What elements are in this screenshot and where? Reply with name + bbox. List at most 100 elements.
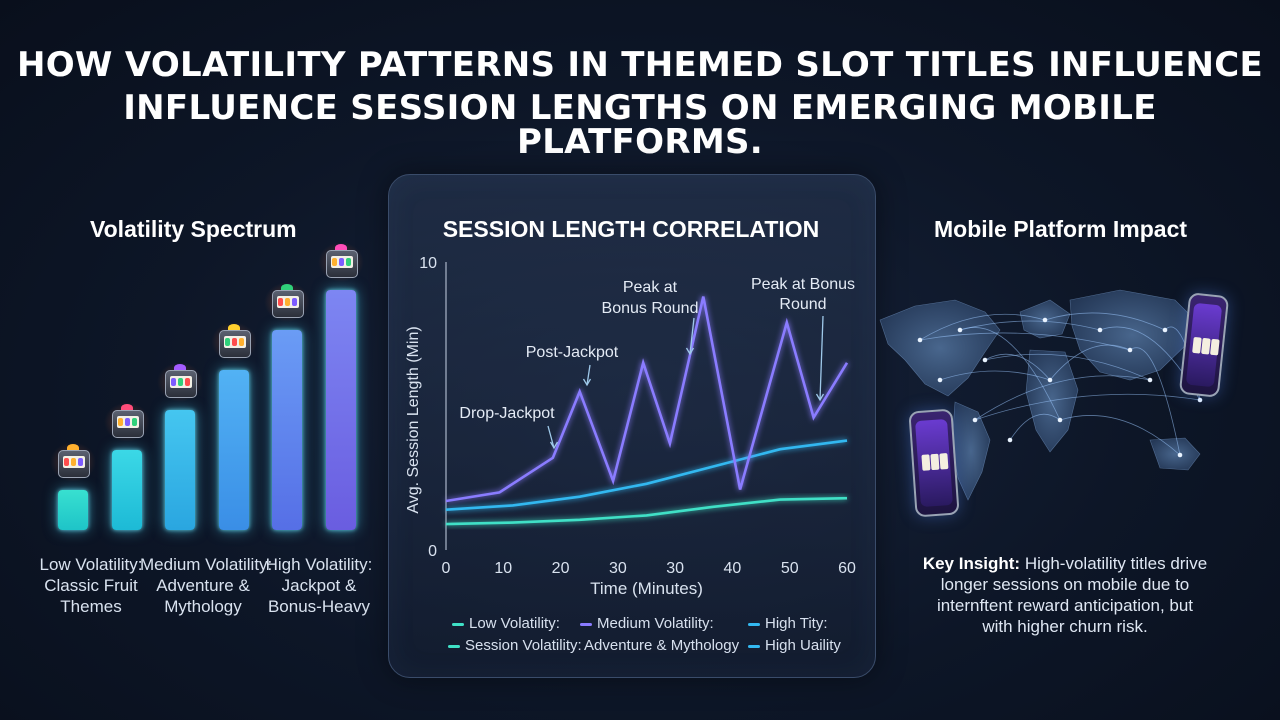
annotation-arrow xyxy=(547,425,555,449)
x-tick-label: 50 xyxy=(781,560,799,577)
y-tick-label: 0 xyxy=(428,543,437,560)
x-tick-label: 60 xyxy=(838,560,856,577)
chart-annotation: Post-Jackpot xyxy=(526,344,619,361)
annotation-arrow xyxy=(586,364,591,386)
legend-swatch xyxy=(748,622,760,626)
series-line-low-volatility xyxy=(445,496,848,526)
annotation-arrowhead xyxy=(582,378,592,387)
volatility-spectrum-title: Volatility Spectrum xyxy=(90,216,297,242)
network-link xyxy=(1129,347,1181,456)
volatility-bar xyxy=(325,290,356,530)
network-link xyxy=(1059,415,1181,456)
mobile-phone-left xyxy=(908,408,960,518)
network-node xyxy=(982,357,988,363)
key-insight-text: Key Insight: High-volatility titles driv… xyxy=(922,554,1208,636)
legend-medium-volatility: Medium Volatility: xyxy=(580,615,714,632)
map-landmass xyxy=(1149,437,1201,471)
network-node xyxy=(1047,377,1053,383)
network-node xyxy=(1042,317,1048,323)
annotation-arrowhead xyxy=(549,441,559,450)
x-axis-label: Time (Minutes) xyxy=(590,579,703,598)
network-node xyxy=(917,337,923,343)
slot-reel xyxy=(921,454,931,471)
network-node xyxy=(957,327,963,333)
series-line-high-volatility xyxy=(445,439,848,511)
network-node xyxy=(1147,377,1153,383)
slot-machine-icon xyxy=(157,362,203,402)
high-volatility-label: High Volatility: Jackpot & Bonus-Heavy xyxy=(265,555,373,616)
legend-low-volatility: Low Volatility: xyxy=(452,615,560,632)
chart-annotation: Peak at Bonus xyxy=(751,276,855,293)
chart-panel xyxy=(388,174,876,678)
slot-machine-icon xyxy=(210,322,257,362)
map-landmass xyxy=(879,299,1001,397)
network-node xyxy=(1197,397,1203,403)
x-tick-label: 40 xyxy=(724,560,742,577)
network-node xyxy=(1007,437,1013,443)
page-title-line-2: INFLUENCE SESSION LENGTHS ON EMERGING MO… xyxy=(123,88,1157,162)
network-node xyxy=(1127,347,1133,353)
annotation-arrow xyxy=(819,315,824,401)
volatility-bar xyxy=(272,330,302,530)
legend-swatch xyxy=(448,644,460,648)
chart-title: SESSION LENGTH CORRELATION xyxy=(442,216,820,242)
x-tick-label: 30 xyxy=(666,560,684,577)
network-link xyxy=(1044,312,1166,331)
network-link xyxy=(939,370,1051,381)
network-node xyxy=(1057,417,1063,423)
network-link xyxy=(1009,413,1061,441)
network-node xyxy=(1162,327,1168,333)
chart-annotation: Drop-Jackpot xyxy=(459,405,555,422)
legend-swatch xyxy=(580,622,592,626)
network-link xyxy=(959,320,1101,331)
phone-screen xyxy=(915,418,953,508)
network-link xyxy=(1049,344,1131,381)
network-node xyxy=(937,377,943,383)
network-link xyxy=(984,353,1151,381)
slot-machine-icon xyxy=(103,402,150,442)
mobile-platform-impact-title: Mobile Platform Impact xyxy=(934,216,1188,242)
x-tick-label: 10 xyxy=(494,560,512,577)
network-link xyxy=(959,327,1061,421)
legend-session-volatility: Session Volatility: xyxy=(448,637,582,654)
network-node xyxy=(1177,452,1183,458)
network-link xyxy=(974,375,1151,421)
annotation-arrow xyxy=(689,317,695,355)
volatility-bar xyxy=(165,410,195,530)
chart-annotation: Bonus Round xyxy=(602,300,699,317)
map-landmass xyxy=(1025,349,1079,453)
volatility-bar xyxy=(111,450,142,530)
network-node xyxy=(1097,327,1103,333)
volatility-bar xyxy=(218,370,249,530)
legend-high-tity: High Tity: xyxy=(748,615,828,632)
y-tick-label: 10 xyxy=(419,255,437,272)
legend-high-uaility: High Uaility xyxy=(748,637,841,654)
x-tick-label: 20 xyxy=(552,560,570,577)
volatility-bar xyxy=(58,490,88,530)
network-link xyxy=(974,393,1201,421)
slot-machine-icon xyxy=(50,442,96,482)
phone-screen xyxy=(1185,302,1223,388)
network-node xyxy=(972,417,978,423)
series-line-medium-volatility xyxy=(445,296,849,503)
network-link xyxy=(919,313,1046,341)
network-link xyxy=(984,353,1051,381)
legend-adventure-mythology: Adventure & Mythology xyxy=(584,637,740,654)
chart-annotation: Round xyxy=(779,296,826,313)
annotation-arrowhead xyxy=(815,393,825,402)
annotation-arrowhead xyxy=(685,347,695,356)
legend-swatch xyxy=(748,644,760,648)
slot-machine-icon xyxy=(317,242,364,282)
map-landmass xyxy=(1069,289,1196,381)
low-volatility-label: Low Volatility: Classic Fruit Themes xyxy=(39,555,143,616)
y-axis-label: Avg. Session Length (Min) xyxy=(405,326,422,513)
network-link xyxy=(919,332,1131,351)
slot-reel xyxy=(1210,338,1220,356)
x-tick-label: 0 xyxy=(442,560,451,577)
slot-reel xyxy=(939,453,949,470)
legend-swatch xyxy=(452,622,464,626)
key-insight-label: Key Insight: xyxy=(922,554,1021,573)
page-title-line-1: HOW VOLATILITY PATTERNS IN THEMED SLOT T… xyxy=(16,45,1264,85)
